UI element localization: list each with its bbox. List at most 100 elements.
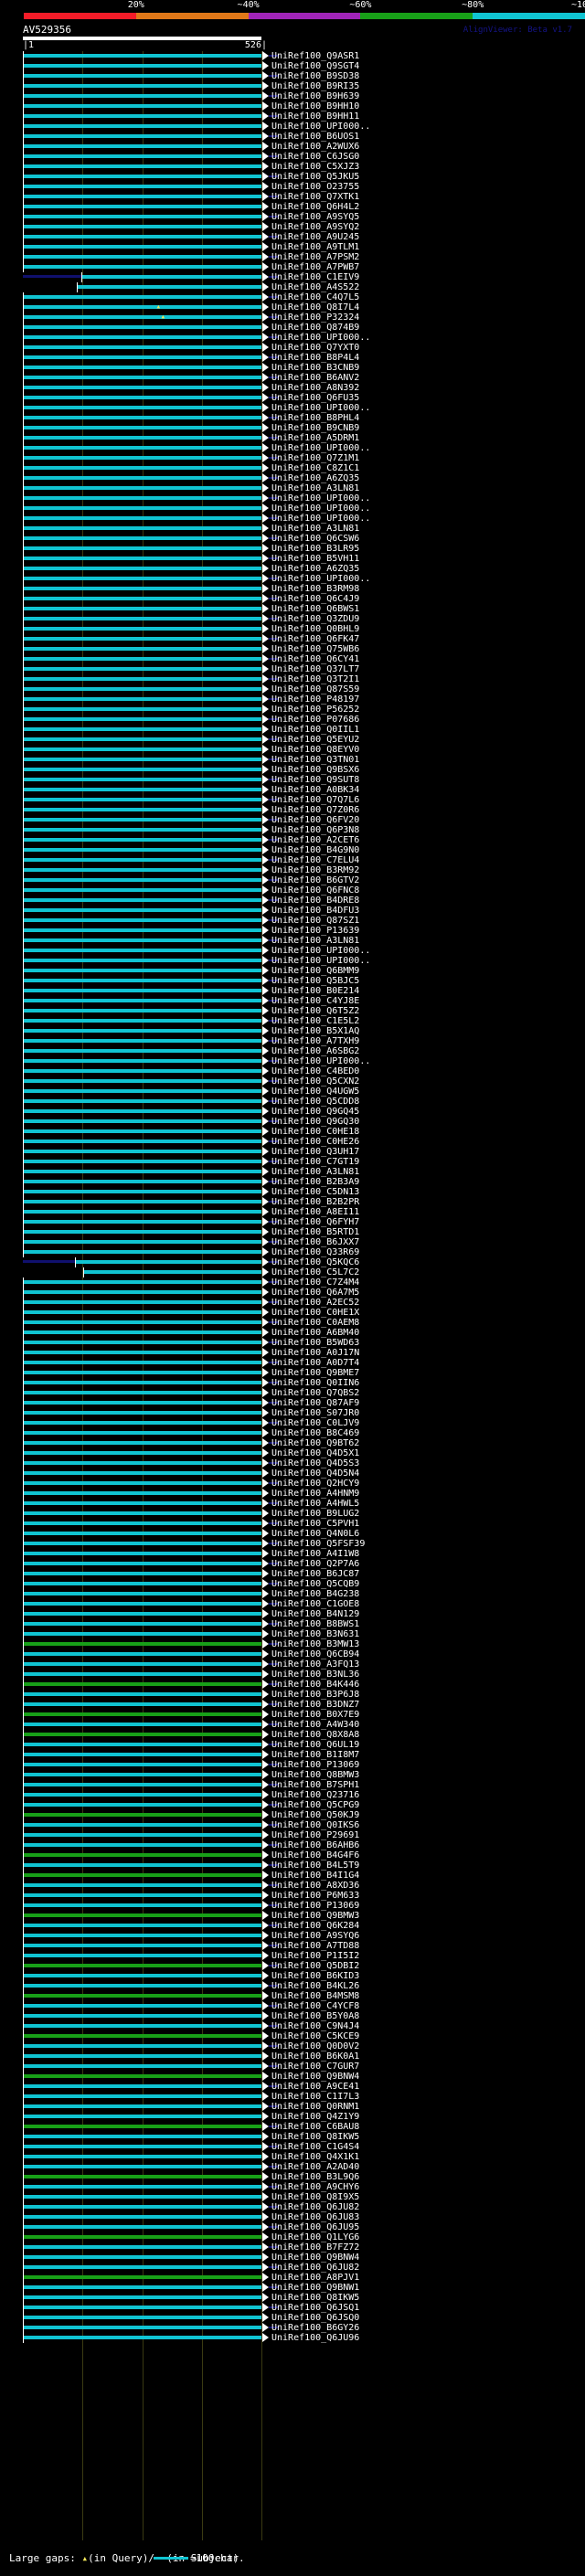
- subject-accession-label[interactable]: UniRef100_B9HH10: [271, 101, 360, 111]
- hsp-bar[interactable]: [24, 778, 261, 781]
- alignment-row[interactable]: UniRef100_P48197: [0, 694, 585, 705]
- alignment-row[interactable]: UniRef100_Q37LT7: [0, 664, 585, 674]
- alignment-row[interactable]: UniRef100_C4BED0: [0, 1066, 585, 1076]
- alignment-row[interactable]: UniRef100_A2CET6: [0, 835, 585, 845]
- subject-accession-label[interactable]: UniRef100_A9U245: [271, 232, 360, 242]
- alignment-row[interactable]: UniRef100_UPI000..: [0, 443, 585, 453]
- hsp-bar[interactable]: [24, 1612, 261, 1616]
- subject-accession-label[interactable]: UniRef100_B6K0A1: [271, 2051, 360, 2062]
- alignment-row[interactable]: UniRef100_C5KCE9: [0, 2031, 585, 2041]
- hsp-bar[interactable]: [24, 1280, 261, 1284]
- hsp-bar[interactable]: [24, 144, 261, 148]
- alignment-row[interactable]: UniRef100_B3DNZ7: [0, 1700, 585, 1710]
- alignment-row[interactable]: UniRef100_Q33R69: [0, 1247, 585, 1257]
- subject-accession-label[interactable]: UniRef100_B7SPH1: [271, 1780, 360, 1790]
- hsp-bar[interactable]: [24, 1160, 261, 1163]
- subject-accession-label[interactable]: UniRef100_Q6JSQ0: [271, 2313, 360, 2323]
- hsp-bar[interactable]: [24, 938, 261, 942]
- subject-accession-label[interactable]: UniRef100_Q8I9X5: [271, 2192, 360, 2202]
- subject-accession-label[interactable]: UniRef100_B3RM92: [271, 865, 360, 875]
- alignment-row[interactable]: UniRef100_Q9BNW1: [0, 2283, 585, 2293]
- alignment-row[interactable]: UniRef100_A9CE41: [0, 2082, 585, 2092]
- hsp-bar[interactable]: [24, 1381, 261, 1384]
- hsp-bar[interactable]: [24, 2044, 261, 2048]
- alignment-row[interactable]: UniRef100_B8C469: [0, 1428, 585, 1438]
- hsp-bar[interactable]: [24, 2175, 261, 2178]
- subject-accession-label[interactable]: UniRef100_B8BWS1: [271, 1619, 360, 1629]
- alignment-row[interactable]: UniRef100_C0HE26: [0, 1137, 585, 1147]
- subject-accession-label[interactable]: UniRef100_B2B2PR: [271, 1197, 360, 1207]
- alignment-row[interactable]: UniRef100_Q9SGT4: [0, 61, 585, 71]
- subject-accession-label[interactable]: UniRef100_Q6JU82: [271, 2263, 360, 2273]
- hsp-bar[interactable]: [24, 1632, 261, 1636]
- subject-accession-label[interactable]: UniRef100_B3N631: [271, 1629, 360, 1639]
- hsp-bar[interactable]: [24, 1401, 261, 1405]
- alignment-row[interactable]: UniRef100_A9TLM1: [0, 242, 585, 252]
- alignment-row[interactable]: UniRef100_A3LN81: [0, 936, 585, 946]
- alignment-row[interactable]: UniRef100_A0D7T4: [0, 1358, 585, 1368]
- alignment-row[interactable]: UniRef100_C7Z4M4: [0, 1277, 585, 1288]
- subject-accession-label[interactable]: UniRef100_B3DNZ7: [271, 1700, 360, 1710]
- hsp-bar[interactable]: [24, 225, 261, 228]
- hsp-bar[interactable]: [24, 647, 261, 651]
- alignment-row[interactable]: UniRef100_A7PWB7: [0, 262, 585, 272]
- hsp-bar[interactable]: [24, 1109, 261, 1113]
- alignment-row[interactable]: UniRef100_Q3ZDU9: [0, 614, 585, 624]
- alignment-row[interactable]: UniRef100_B5Y0A8: [0, 2011, 585, 2021]
- subject-accession-label[interactable]: UniRef100_P32324: [271, 313, 360, 323]
- hsp-bar[interactable]: [24, 1682, 261, 1686]
- hsp-bar[interactable]: [24, 868, 261, 872]
- alignment-row[interactable]: UniRef100_A3LN81: [0, 483, 585, 493]
- subject-accession-label[interactable]: UniRef100_B4KL26: [271, 1981, 360, 1991]
- alignment-row[interactable]: UniRef100_P29691: [0, 1830, 585, 1840]
- subject-accession-label[interactable]: UniRef100_B8P4L4: [271, 353, 360, 363]
- subject-accession-label[interactable]: UniRef100_O23755: [271, 182, 360, 192]
- subject-accession-label[interactable]: UniRef100_Q3ZDU9: [271, 614, 360, 624]
- hsp-bar[interactable]: [24, 1129, 261, 1133]
- subject-accession-label[interactable]: UniRef100_B5X1AQ: [271, 1026, 360, 1036]
- hsp-bar[interactable]: [24, 1059, 261, 1063]
- subject-accession-label[interactable]: UniRef100_Q3TN01: [271, 755, 360, 765]
- subject-accession-label[interactable]: UniRef100_C7Z4M4: [271, 1277, 360, 1288]
- subject-accession-label[interactable]: UniRef100_Q6FK47: [271, 634, 360, 644]
- hsp-bar[interactable]: [24, 446, 261, 450]
- hsp-bar[interactable]: [24, 577, 261, 580]
- alignment-row[interactable]: UniRef100_C6BAU8: [0, 2122, 585, 2132]
- subject-accession-label[interactable]: UniRef100_Q8BMW3: [271, 1770, 360, 1780]
- alignment-row[interactable]: UniRef100_C4YCF8: [0, 2001, 585, 2011]
- alignment-row[interactable]: UniRef100_B4L5T9: [0, 1860, 585, 1871]
- hsp-bar[interactable]: [24, 928, 261, 932]
- subject-accession-label[interactable]: UniRef100_Q2P7A6: [271, 1559, 360, 1569]
- subject-accession-label[interactable]: UniRef100_C4YJ8E: [271, 996, 360, 1006]
- alignment-row[interactable]: UniRef100_UPI000..: [0, 122, 585, 132]
- hsp-bar[interactable]: [24, 325, 261, 329]
- subject-accession-label[interactable]: UniRef100_UPI000..: [271, 333, 371, 343]
- subject-accession-label[interactable]: UniRef100_Q6BMM9: [271, 966, 360, 976]
- hsp-bar[interactable]: [24, 1622, 261, 1626]
- hsp-bar[interactable]: [24, 697, 261, 701]
- hsp-bar[interactable]: [24, 164, 261, 168]
- alignment-row[interactable]: UniRef100_UPI000..: [0, 493, 585, 504]
- alignment-row[interactable]: UniRef100_Q6FU35: [0, 393, 585, 403]
- alignment-row[interactable]: UniRef100_C1I7L3: [0, 2092, 585, 2102]
- subject-accession-label[interactable]: UniRef100_A7PSM2: [271, 252, 360, 262]
- subject-accession-label[interactable]: UniRef100_Q6JU96: [271, 2333, 360, 2343]
- alignment-row[interactable]: UniRef100_B3RM98: [0, 584, 585, 594]
- subject-accession-label[interactable]: UniRef100_C4YCF8: [271, 2001, 360, 2011]
- subject-accession-label[interactable]: UniRef100_C5DN13: [271, 1187, 360, 1197]
- hsp-bar[interactable]: [24, 1562, 261, 1565]
- hsp-bar[interactable]: [24, 376, 261, 379]
- alignment-row[interactable]: UniRef100_B6KID3: [0, 1971, 585, 1981]
- subject-accession-label[interactable]: UniRef100_UPI000..: [271, 443, 371, 453]
- subject-accession-label[interactable]: UniRef100_Q0BHL9: [271, 624, 360, 634]
- hsp-bar[interactable]: [24, 667, 261, 671]
- hsp-bar[interactable]: [24, 727, 261, 731]
- hsp-bar[interactable]: [24, 2004, 261, 2008]
- subject-accession-label[interactable]: UniRef100_B7FZ72: [271, 2242, 360, 2253]
- alignment-row[interactable]: UniRef100_B4G4F6: [0, 1850, 585, 1860]
- subject-accession-label[interactable]: UniRef100_B6JXX7: [271, 1237, 360, 1247]
- subject-accession-label[interactable]: UniRef100_A2AD40: [271, 2162, 360, 2172]
- subject-accession-label[interactable]: UniRef100_Q8IKW5: [271, 2132, 360, 2142]
- hsp-bar[interactable]: [24, 154, 261, 158]
- subject-accession-label[interactable]: UniRef100_Q7Q7L6: [271, 795, 360, 805]
